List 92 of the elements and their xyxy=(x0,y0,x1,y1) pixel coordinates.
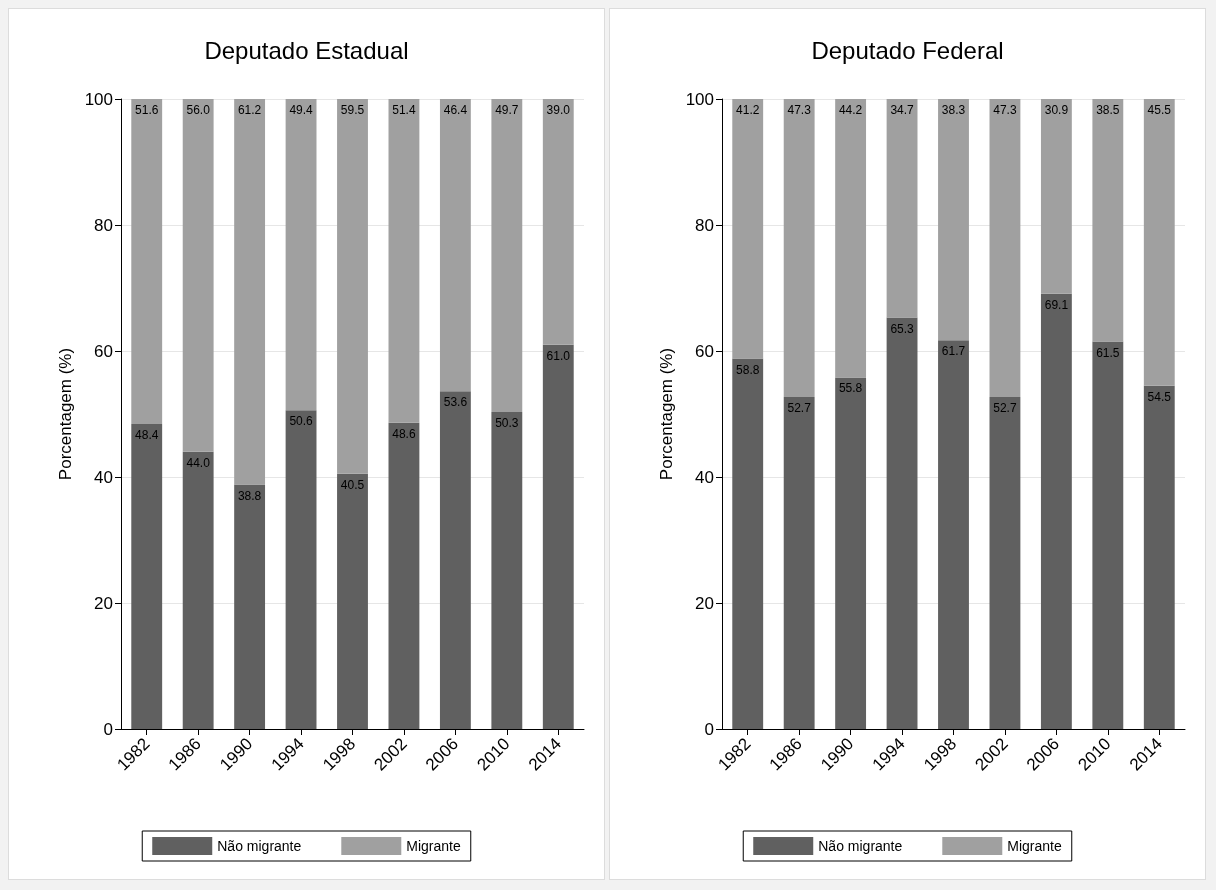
data-label: 58.8 xyxy=(736,362,760,377)
bar xyxy=(285,99,317,411)
bar xyxy=(542,99,574,345)
y-tick-label: 0 xyxy=(704,719,714,739)
bar xyxy=(886,317,918,729)
data-label: 50.3 xyxy=(495,416,519,431)
bar xyxy=(439,99,471,392)
data-label: 55.8 xyxy=(838,381,863,396)
bar xyxy=(491,412,523,729)
data-label: 40.5 xyxy=(340,477,365,492)
y-tick-label: 60 xyxy=(695,341,714,361)
data-label: 61.2 xyxy=(237,103,262,117)
data-label: 38.5 xyxy=(1096,103,1120,117)
bar xyxy=(131,99,163,425)
data-label: 48.4 xyxy=(135,428,159,443)
y-axis-title: Porcentagem (%) xyxy=(656,347,676,481)
data-label: 41.2 xyxy=(736,103,760,117)
data-label: 38.3 xyxy=(941,103,966,117)
data-label: 46.4 xyxy=(443,103,468,117)
legend-label: Não migrante xyxy=(217,838,302,854)
data-label: 47.3 xyxy=(993,103,1017,117)
bar xyxy=(182,451,214,729)
bar xyxy=(285,410,317,729)
data-label: 69.1 xyxy=(1044,297,1069,312)
bar xyxy=(491,99,523,413)
bar xyxy=(388,99,420,423)
data-label: 47.3 xyxy=(787,103,812,117)
y-tick-label: 100 xyxy=(84,89,113,109)
data-label: 48.6 xyxy=(392,426,416,441)
bar xyxy=(989,99,1021,397)
bar xyxy=(783,396,815,729)
bar xyxy=(783,99,815,397)
data-label: 51.4 xyxy=(392,103,416,117)
bar xyxy=(182,99,214,452)
bar xyxy=(1092,99,1124,342)
data-label: 56.0 xyxy=(186,103,211,117)
bar xyxy=(1143,385,1175,729)
bar xyxy=(989,396,1021,729)
data-label: 59.5 xyxy=(340,103,365,117)
bar xyxy=(542,344,574,729)
y-tick-label: 60 xyxy=(94,341,113,361)
bar xyxy=(835,99,867,378)
chart-title: Deputado Estadual xyxy=(204,36,409,64)
bar xyxy=(886,99,918,318)
y-tick-label: 20 xyxy=(695,593,714,613)
data-label: 54.5 xyxy=(1147,389,1172,404)
y-tick-label: 80 xyxy=(94,215,113,235)
y-tick-label: 20 xyxy=(94,593,113,613)
bar xyxy=(337,473,368,729)
bar xyxy=(337,99,368,474)
data-label: 44.0 xyxy=(186,455,211,470)
data-label: 52.7 xyxy=(787,400,812,415)
bar xyxy=(938,99,969,341)
bar xyxy=(1143,99,1175,386)
data-label: 51.6 xyxy=(135,103,159,117)
bar xyxy=(938,340,969,729)
bar xyxy=(1040,293,1072,729)
data-label: 50.6 xyxy=(289,414,314,429)
y-axis-title: Porcentagem (%) xyxy=(55,347,75,481)
data-label: 61.5 xyxy=(1096,345,1120,360)
data-label: 38.8 xyxy=(237,488,262,503)
bar xyxy=(835,377,867,729)
y-tick-label: 40 xyxy=(695,467,714,487)
data-label: 65.3 xyxy=(890,321,915,336)
data-label: 53.6 xyxy=(443,395,468,410)
y-tick-label: 0 xyxy=(103,719,113,739)
data-label: 44.2 xyxy=(838,103,863,117)
data-label: 30.9 xyxy=(1044,103,1069,117)
data-label: 39.0 xyxy=(546,103,571,117)
bar xyxy=(234,99,266,485)
data-label: 61.0 xyxy=(546,348,571,363)
legend-label: Migrante xyxy=(1007,838,1062,854)
data-label: 61.7 xyxy=(941,344,966,359)
bar xyxy=(234,484,266,729)
bar xyxy=(732,99,764,359)
bar xyxy=(131,424,163,729)
bar xyxy=(1092,341,1124,729)
bar xyxy=(439,391,471,729)
data-label: 49.4 xyxy=(289,103,314,117)
bar xyxy=(1040,99,1072,294)
legend-label: Não migrante xyxy=(818,838,903,854)
bar xyxy=(388,422,420,729)
data-label: 49.7 xyxy=(495,103,519,117)
y-tick-label: 100 xyxy=(685,89,714,109)
y-tick-label: 40 xyxy=(94,467,113,487)
data-label: 52.7 xyxy=(993,400,1017,415)
y-tick-label: 80 xyxy=(695,215,714,235)
bar xyxy=(732,358,764,729)
legend-label: Migrante xyxy=(406,838,461,854)
data-label: 34.7 xyxy=(890,103,915,117)
data-label: 45.5 xyxy=(1147,103,1172,117)
chart-title: Deputado Federal xyxy=(811,36,1004,64)
